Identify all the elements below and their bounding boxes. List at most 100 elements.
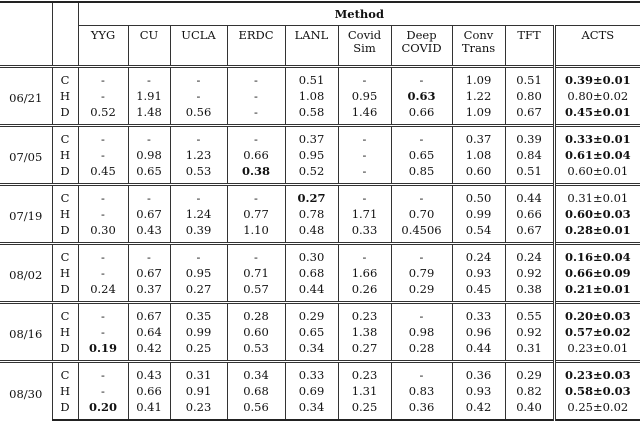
value: 0.95 <box>185 266 212 280</box>
value: - <box>362 132 367 146</box>
value: 0.26 <box>351 282 378 296</box>
value: 0.77 <box>243 207 269 221</box>
value: 0.57 <box>243 282 269 296</box>
table-cell: - <box>77 65 128 88</box>
table-cell: 0.39 <box>169 222 227 244</box>
table-cell: 0.35 <box>169 301 227 324</box>
table-cell: 0.61±0.04 <box>552 147 640 163</box>
table-row: D 0.30 0.43 0.39 1.10 0.48 0.33 0.4506 0.54 0.67 0… <box>0 222 640 244</box>
table-cell: 0.19 <box>77 340 128 362</box>
incidence-type: H <box>51 206 78 222</box>
table-cell: 0.92 <box>504 265 554 281</box>
table-cell: 0.28 <box>226 301 285 324</box>
table-cell: - <box>226 65 285 88</box>
incidence-type: H <box>51 265 78 281</box>
table-cell: - <box>127 242 170 265</box>
table-row: H - 1.91 - - 1.08 0.95 0.63 1.22 0.80 0.80±0.02 <box>0 88 640 104</box>
value: 0.40 <box>516 400 542 414</box>
table-cell: - <box>77 124 128 147</box>
value: 1.08 <box>465 148 492 162</box>
method-column-header: Conv Trans <box>451 25 505 67</box>
table-row: H - 0.67 0.95 0.71 0.68 1.66 0.79 0.93 0.92 0.66±0… <box>0 265 640 281</box>
table-row: 07/05 C - - - - 0.37 - - 0.37 0.39 0.33±0.01 <box>0 124 640 185</box>
table-cell: 0.53 <box>169 163 227 185</box>
value: 0.43 <box>136 368 162 382</box>
table-cell: 0.20±0.03 <box>552 301 640 324</box>
table-cell: - <box>77 360 128 383</box>
table-cell: 0.29 <box>504 360 554 383</box>
table-row: 08/16 C - 0.67 0.35 0.28 0.29 0.23 - 0.33 0.55 0.20… <box>0 301 640 362</box>
table-cell: 1.08 <box>284 88 338 104</box>
value: 0.36 <box>408 400 435 414</box>
value: 0.80±0.02 <box>567 89 629 103</box>
value: 0.65 <box>136 164 162 178</box>
table-cell: 0.58 <box>284 104 338 126</box>
incidence-type: H <box>51 383 78 399</box>
table-cell: 0.67 <box>127 301 170 324</box>
value: 0.58 <box>298 105 325 119</box>
incidence-type: D <box>51 104 78 126</box>
table-cell: 0.23±0.01 <box>552 340 640 362</box>
value: 0.55 <box>516 309 542 323</box>
value: 0.29 <box>408 282 435 296</box>
table-cell: 0.66 <box>127 383 170 399</box>
value: - <box>254 250 258 264</box>
value: - <box>101 384 105 398</box>
value: 0.29 <box>516 368 542 382</box>
table-cell: 0.78 <box>284 206 338 222</box>
value: 0.54 <box>465 223 492 237</box>
table-cell: 0.67 <box>504 104 554 126</box>
table-cell: - <box>169 65 227 88</box>
value: 0.69 <box>298 384 325 398</box>
table-cell: 0.4506 <box>390 222 452 244</box>
table-cell: - <box>169 242 227 265</box>
header-row-methods: YYG CU UCLA ERDC LANL Covid Sim Deep COVID Conv… <box>0 25 640 67</box>
table-row: D 0.19 0.42 0.25 0.53 0.34 0.27 0.28 0.44 0.31 0.2… <box>0 340 640 362</box>
incidence-type: H <box>51 324 78 340</box>
value: 0.78 <box>298 207 325 221</box>
value: 0.67 <box>516 223 542 237</box>
value: 0.33 <box>351 223 378 237</box>
value: 0.50 <box>465 191 492 205</box>
method-column-header: LANL <box>284 25 338 67</box>
table-cell: - <box>226 104 285 126</box>
table-cell: 0.67 <box>127 206 170 222</box>
table-cell: 0.30 <box>77 222 128 244</box>
value: 0.66 <box>136 384 162 398</box>
table-cell: 0.68 <box>284 265 338 281</box>
table-cell: 0.23 <box>337 301 391 324</box>
table-cell: 0.95 <box>337 88 391 104</box>
incidence-type: H <box>51 147 78 163</box>
value: 0.30 <box>90 223 116 237</box>
table-cell: 0.84 <box>504 147 554 163</box>
value: 1.66 <box>351 266 378 280</box>
table-cell: - <box>226 124 285 147</box>
period-date: 08/02 <box>0 242 52 303</box>
value: - <box>101 89 105 103</box>
value: 0.37 <box>298 132 325 146</box>
value: 0.60 <box>465 164 492 178</box>
table-cell: 0.37 <box>127 281 170 303</box>
value: 0.45 <box>90 164 116 178</box>
table-cell: 1.48 <box>127 104 170 126</box>
value: 0.99 <box>185 325 212 339</box>
value: 1.24 <box>185 207 212 221</box>
table-cell: - <box>77 383 128 399</box>
table-cell: 0.33 <box>284 360 338 383</box>
table-cell: 0.20 <box>77 399 128 421</box>
table-cell: 0.99 <box>451 206 505 222</box>
value: 0.95 <box>351 89 378 103</box>
table-cell: 0.57 <box>226 281 285 303</box>
value: - <box>101 191 105 205</box>
value: 0.80 <box>516 89 542 103</box>
table-cell: 1.24 <box>169 206 227 222</box>
table-cell: 0.33 <box>337 222 391 244</box>
table-cell: 0.66 <box>390 104 452 126</box>
table-cell: 0.91 <box>169 383 227 399</box>
value: - <box>101 368 105 382</box>
table-cell: 0.55 <box>504 301 554 324</box>
best-value: 0.20 <box>88 400 117 414</box>
value: 0.65 <box>408 148 435 162</box>
value: - <box>254 73 258 87</box>
table-row: 07/19 C - - - - 0.27 - - 0.50 0.44 0.31±0.01 <box>0 183 640 244</box>
